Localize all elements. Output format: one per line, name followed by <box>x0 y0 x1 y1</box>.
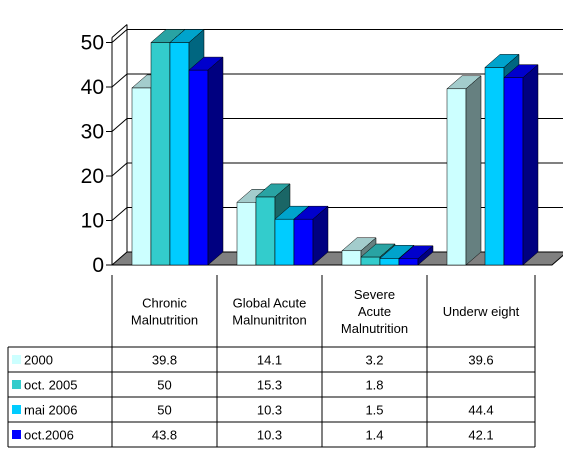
legend-label: oct. 2005 <box>24 378 78 393</box>
bar-front <box>293 218 314 266</box>
data-table-cell: 1.4 <box>365 428 383 443</box>
data-table-cell: 10.3 <box>257 403 282 418</box>
gridline-side <box>111 162 128 177</box>
gridline-side <box>111 73 128 88</box>
data-table: Chronic Malnutrition Global Acute Malnunitr… <box>7 275 536 448</box>
bar-side <box>465 75 482 266</box>
category-label: Severe <box>354 287 395 302</box>
bar-front <box>484 67 505 266</box>
legend-label: mai 2006 <box>24 403 77 418</box>
data-table-cell: 39.6 <box>468 353 493 368</box>
data-table-cell: 50 <box>157 403 171 418</box>
bar-front <box>503 77 524 266</box>
category-label: Global Acute <box>233 296 307 311</box>
bar-front <box>131 87 152 266</box>
data-table-cell: 50 <box>157 378 171 393</box>
category-label: Malnunitriton <box>232 313 306 328</box>
data-table-cell: 1.8 <box>365 378 383 393</box>
bar-front <box>255 196 276 266</box>
bar-2000-3 <box>446 75 482 266</box>
data-table-cell: 1.5 <box>365 403 383 418</box>
side-wall-top <box>111 24 128 38</box>
bar-front <box>446 88 467 266</box>
data-table-cell: 39.8 <box>152 353 177 368</box>
bar-front <box>236 202 257 266</box>
bar-side <box>522 64 539 266</box>
y-tick-label: 40 <box>81 76 104 99</box>
bar-front <box>274 218 295 266</box>
gridline-side <box>111 207 128 221</box>
legend-swatch <box>12 380 21 389</box>
legend-swatch <box>12 355 21 364</box>
bar-front <box>150 42 171 266</box>
gridline-side <box>111 118 128 132</box>
legend-swatch <box>12 405 21 414</box>
y-tick-label: 10 <box>81 210 104 233</box>
y-tick-label: 0 <box>92 254 104 277</box>
bars <box>131 28 539 266</box>
y-tick-label: 50 <box>81 32 104 55</box>
data-table-cell: 44.4 <box>468 403 493 418</box>
legend-swatch <box>12 430 21 439</box>
bar-oct-2006-1 <box>293 205 329 266</box>
bar-side <box>417 245 434 266</box>
bar-oct-2006-3 <box>503 64 539 266</box>
category-label: Malnutrition <box>131 313 198 328</box>
bar-side <box>312 205 329 266</box>
category-label: Malnutrition <box>341 321 408 336</box>
bar-front <box>360 256 381 266</box>
legend-label: 2000 <box>24 353 53 368</box>
y-tick-label: 30 <box>81 121 104 144</box>
bar-oct-2006-0 <box>188 56 224 266</box>
data-table-cell: 10.3 <box>257 428 282 443</box>
category-label: Acute <box>358 304 391 319</box>
data-table-cell: 15.3 <box>257 378 282 393</box>
data-table-cell: 14.1 <box>257 353 282 368</box>
bar-side <box>207 56 224 266</box>
bar-front <box>341 250 362 266</box>
bar-front <box>188 69 209 266</box>
y-tick-label: 20 <box>81 165 104 188</box>
data-table-cell: 43.8 <box>152 428 177 443</box>
bar-front <box>379 258 400 266</box>
bar-oct-2006-2 <box>398 245 434 266</box>
category-label: Underw eight <box>443 304 520 319</box>
bar-front <box>398 258 419 266</box>
bar-front <box>169 42 190 266</box>
legend-label: oct.2006 <box>24 428 74 443</box>
data-table-cell: 42.1 <box>468 428 493 443</box>
gridline-side <box>111 29 128 43</box>
y-axis: 0 10 20 30 40 50 <box>81 32 112 277</box>
category-label: Chronic <box>142 296 187 311</box>
data-table-cell: 3.2 <box>365 353 383 368</box>
